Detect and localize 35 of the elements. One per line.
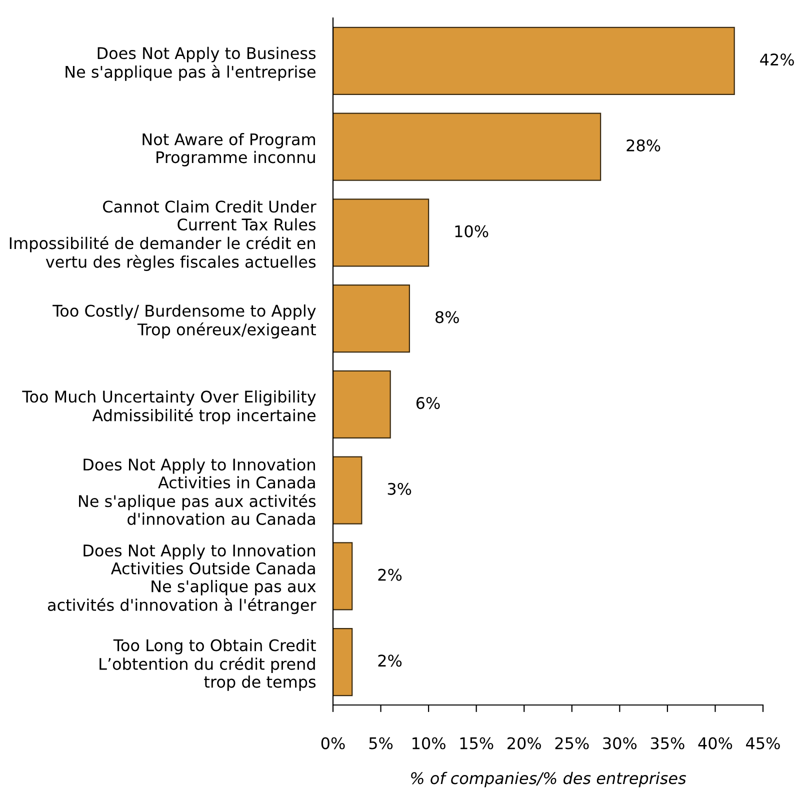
data-label: 2% xyxy=(378,568,402,581)
data-label: 3% xyxy=(388,482,412,495)
y-tick-label: Not Aware of Program Programme inconnu xyxy=(142,133,315,166)
x-axis-title: % of companies/% des entreprises xyxy=(411,772,686,788)
bar xyxy=(333,456,362,524)
bar xyxy=(333,198,430,267)
x-tick-label: 15% xyxy=(460,737,494,750)
data-label: 42% xyxy=(760,53,794,66)
x-tick-label: 5% xyxy=(369,737,393,750)
x-tick-label: 0% xyxy=(321,737,345,750)
bar xyxy=(333,112,602,181)
y-tick-label: Too Costly/ Burdensome to Apply Trop onéreux/exigeant xyxy=(52,304,316,339)
x-tick-label: 25% xyxy=(555,737,589,750)
y-tick-label: Too Much Uncertainty Over Eligibility Admissibilité trop incertaine xyxy=(22,390,316,424)
y-tick-label: Does Not Apply to Business Ne s'applique pas à l'entreprise xyxy=(66,46,316,81)
data-label: 10% xyxy=(455,225,488,238)
x-tick-label: 30% xyxy=(603,737,637,750)
y-tick-label: Does Not Apply to Innovation Activities Outside Canada Ne s'aplique pas aux activités d'innovation à l'étranger xyxy=(48,544,316,614)
y-tick-label: Does Not Apply to Innovation Activities in Canada Ne s'aplique pas aux activités d'innovation au Canada xyxy=(79,458,316,526)
x-tick-label: 45% xyxy=(746,737,780,750)
y-tick-label: Too Long to Obtain Credit L’obtention du crédit prend trop de temps xyxy=(100,638,316,691)
bar xyxy=(333,26,735,95)
x-tick-label: 35% xyxy=(650,737,684,750)
bar xyxy=(333,542,353,610)
x-tick-label: 10% xyxy=(412,737,446,750)
bar xyxy=(333,370,391,438)
data-label: 2% xyxy=(378,654,402,667)
bar xyxy=(333,284,410,353)
data-label: 6% xyxy=(416,396,440,410)
data-label: 28% xyxy=(626,139,660,152)
x-tick-label: 40% xyxy=(698,737,732,750)
bar xyxy=(333,628,353,696)
data-label: 8% xyxy=(436,311,459,324)
x-tick-label: 20% xyxy=(508,737,541,750)
y-tick-label: Cannot Claim Credit Under Current Tax Rules Impossibilité de demander le crédit en vertu des règles fiscales actuelles xyxy=(10,200,316,271)
